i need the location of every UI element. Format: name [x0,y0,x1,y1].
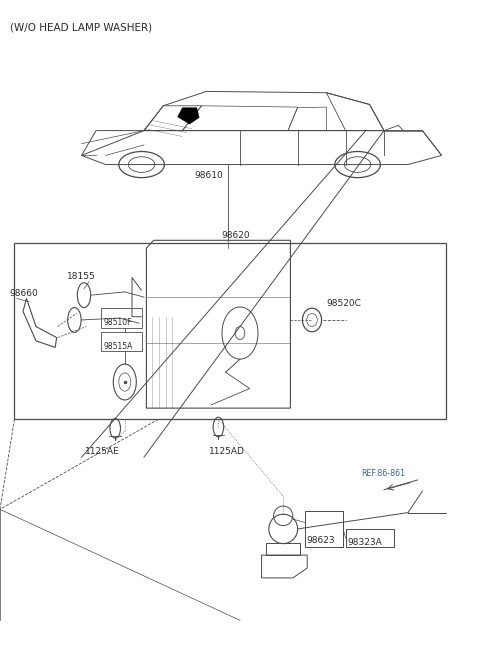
Bar [101,332,142,351]
Text: REF.86-861: REF.86-861 [361,469,405,478]
Bar [101,308,142,328]
Polygon shape [178,108,199,124]
Text: 1125AD: 1125AD [209,447,245,456]
Text: 98323A: 98323A [348,537,382,547]
Bar [14,243,446,419]
Text: (W/O HEAD LAMP WASHER): (W/O HEAD LAMP WASHER) [10,23,152,33]
Text: 98620: 98620 [221,231,250,240]
Text: 98610: 98610 [194,171,223,180]
Text: 98660: 98660 [10,289,38,298]
Text: 1125AE: 1125AE [85,447,120,456]
Text: 98520C: 98520C [326,299,361,308]
Text: 98515A: 98515A [103,342,132,351]
Bar [346,529,394,547]
Ellipse shape [235,326,245,340]
Text: 98510F: 98510F [103,318,132,327]
Text: 98623: 98623 [306,536,335,545]
Bar [305,511,343,547]
Text: 18155: 18155 [67,272,96,281]
